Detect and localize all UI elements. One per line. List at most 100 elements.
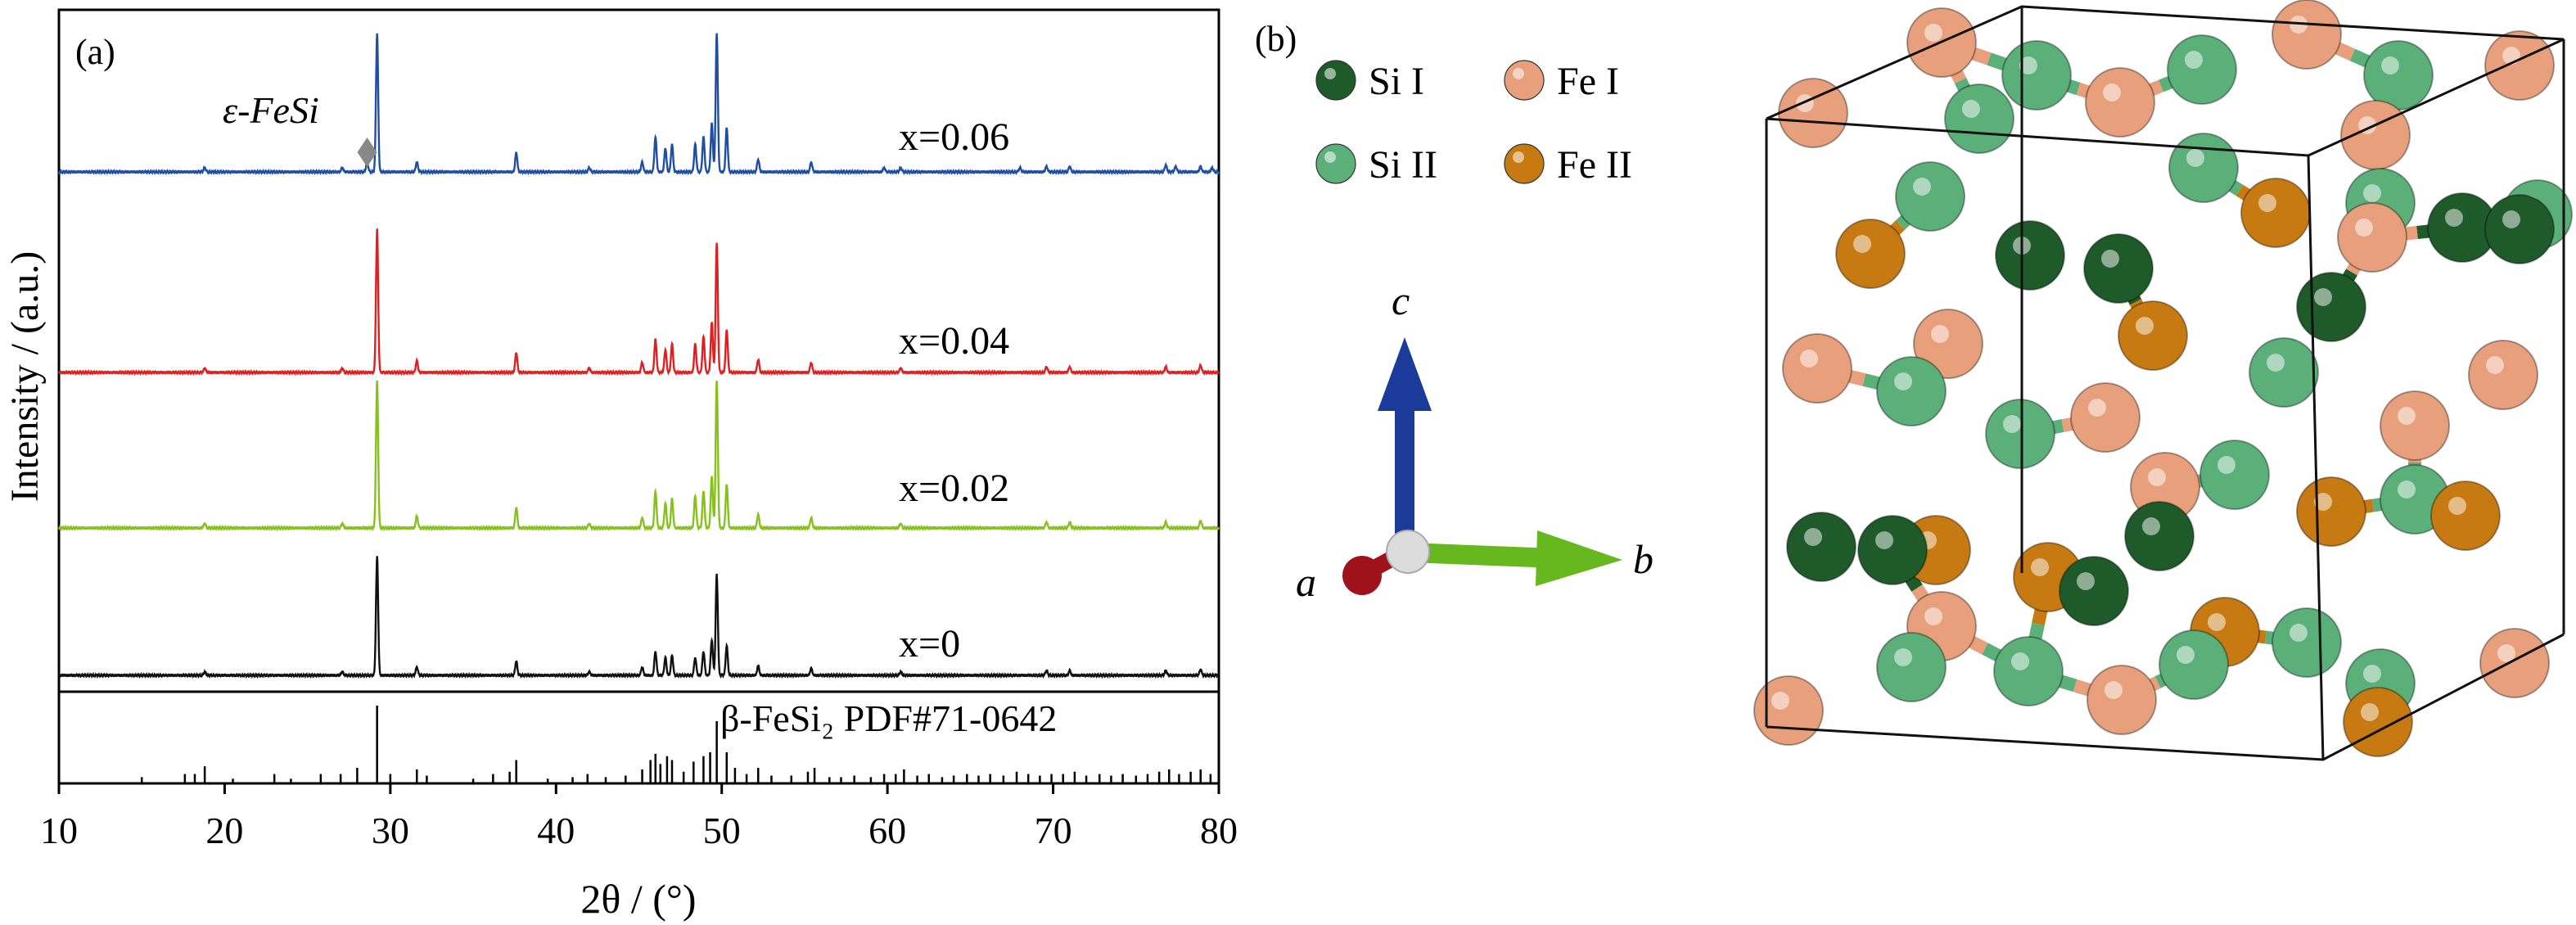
atom [2271, 607, 2342, 678]
atom-highlight [2361, 703, 2379, 721]
atom-highlight [2398, 481, 2416, 499]
b-axis-arrow [1409, 543, 1556, 568]
legend-swatch-highlight [1513, 68, 1524, 79]
atom [2337, 202, 2407, 273]
legend-label: Fe I [1557, 60, 1619, 103]
atom [2070, 382, 2141, 453]
crystal-structure [1753, 0, 2573, 761]
legend-swatch-highlight [1324, 68, 1336, 79]
atom-legend: Si I Fe I Si II Fe II [1315, 60, 1632, 187]
series-line [57, 556, 1220, 679]
atom-highlight [2314, 288, 2332, 306]
atom-highlight [1800, 350, 1818, 368]
atom-highlight [2031, 558, 2049, 576]
atom-highlight [2363, 184, 2381, 202]
series-line [58, 380, 1220, 532]
legend-swatch [1315, 143, 1356, 184]
atom [2124, 501, 2195, 571]
atom [2343, 687, 2413, 757]
atom-highlight [2177, 646, 2195, 664]
atom-highlight [2448, 497, 2466, 515]
atom [1995, 220, 2065, 291]
series-line [57, 33, 1220, 176]
atom [2001, 40, 2072, 111]
atom [1782, 333, 1852, 404]
atom [1753, 675, 1824, 746]
atom [2087, 665, 2157, 735]
atom-highlight [2398, 407, 2416, 425]
atom [2118, 300, 2188, 371]
atom-highlight [2185, 51, 2203, 69]
atom-highlight [2217, 456, 2235, 474]
atom-highlight [2101, 250, 2119, 268]
atom-highlight [2497, 644, 2515, 662]
atom-highlight [1913, 178, 1931, 196]
reference-sticks [140, 706, 1212, 783]
impurity-label: ε-FeSi [223, 89, 319, 131]
series-label: x=0.04 [899, 319, 1009, 363]
series-label: x=0.02 [899, 467, 1009, 510]
atom-highlight [2363, 665, 2381, 683]
atom [1876, 632, 1947, 702]
atom-highlight [1894, 648, 1912, 666]
atom-highlight [2267, 354, 2285, 372]
atom [2083, 233, 2154, 304]
legend-swatch-highlight [1513, 151, 1524, 163]
series-label: x=0.06 [899, 115, 1009, 159]
atom-highlight [2105, 681, 2123, 699]
atom [1913, 309, 1983, 379]
atom [2249, 337, 2319, 408]
y-axis-label: Intensity / (a.u.) [3, 251, 47, 503]
atom-highlight [2136, 317, 2154, 335]
atom-highlight [2011, 652, 2029, 670]
atom [2430, 481, 2501, 551]
x-tick-label: 10 [40, 810, 78, 851]
atom-highlight [1771, 692, 1789, 710]
x-axis-label: 2θ / (°) [580, 876, 696, 922]
atom-highlight [1875, 531, 1893, 549]
atom [2240, 178, 2311, 248]
atom-highlight [2486, 356, 2504, 374]
atom [2468, 340, 2538, 410]
atom-highlight [2290, 16, 2308, 34]
panel-a-label: (a) [75, 32, 115, 72]
atom-highlight [1924, 607, 1942, 625]
x-tick-label: 80 [1200, 810, 1238, 851]
atom-highlight [2290, 624, 2308, 642]
atom-highlight [1962, 100, 1980, 118]
b-axis-arrowhead [1536, 530, 1622, 586]
atom-highlight [2148, 468, 2166, 486]
atom [2059, 556, 2129, 626]
x-tick-label: 40 [537, 810, 575, 851]
reference-plot-frame [57, 690, 1220, 785]
atom [1944, 83, 2014, 154]
series-line [57, 228, 1220, 377]
x-axis: 10 20 30 40 50 60 70 80 [40, 783, 1238, 851]
x-tick-label: 60 [868, 810, 906, 851]
atom [2159, 629, 2229, 700]
b-axis-label: b [1633, 536, 1653, 582]
reference-label: β-FeSi₂ PDF#71-0642 [720, 697, 1057, 739]
atom-highlight [1894, 372, 1912, 390]
atom-highlight [2088, 399, 2106, 417]
atom-highlight [2314, 493, 2332, 511]
atom [2085, 67, 2155, 138]
panel-a: (a) Intensity / (a.u.) 2θ / (°) x=0.06x=… [3, 8, 1238, 922]
atom [1993, 636, 2064, 706]
panel-b: (b) Si I Fe I Si II Fe II c b a [1255, 0, 2573, 761]
panel-b-label: (b) [1255, 19, 1297, 59]
atom-highlight [2445, 209, 2463, 227]
series-label: x=0 [899, 622, 960, 666]
xrd-series: x=0.06 x=0.04 x=0.02 x=0 [57, 33, 1220, 679]
atom [1985, 399, 2055, 469]
atom [2484, 30, 2555, 101]
a-axis-label: a [1296, 559, 1316, 605]
atom-highlight [1931, 325, 1949, 343]
unit-cell-box [1765, 5, 2565, 761]
c-axis-arrowhead [1378, 337, 1432, 411]
impurity-marker [357, 138, 377, 167]
atom [2484, 194, 2555, 264]
atom [2168, 133, 2239, 203]
atom-highlight [2077, 572, 2095, 590]
atom-highlight [2103, 83, 2121, 102]
